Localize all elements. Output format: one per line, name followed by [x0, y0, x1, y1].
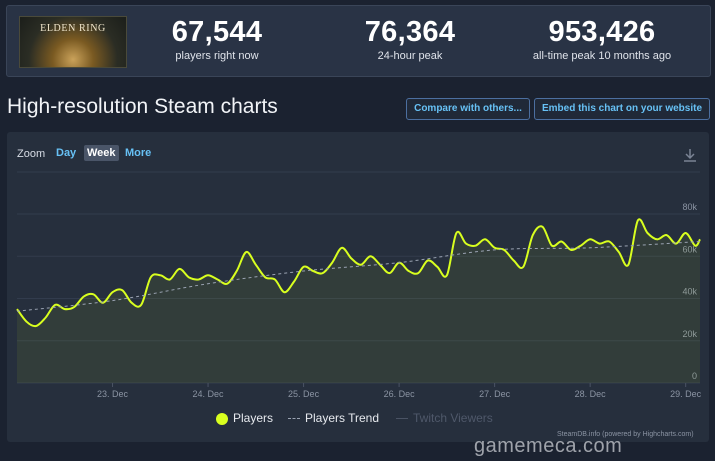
y-axis: 0 20k 40k 60k 80k [682, 202, 697, 381]
legend-item-twitch-viewers[interactable]: Twitch Viewers [396, 411, 493, 425]
y-tick-label: 60k [682, 244, 697, 254]
players-line [16, 218, 701, 328]
stat-all-time-peak: 953,426 all-time peak 10 months ago [502, 16, 702, 62]
grid-lines [17, 171, 700, 384]
x-tick-label: 25. Dec [288, 389, 320, 399]
chart-panel [7, 132, 709, 442]
watermark: gamemeca.com [474, 435, 623, 457]
zoom-more-button[interactable]: More [125, 147, 152, 159]
x-tick-label: 26. Dec [384, 389, 416, 399]
players-area [17, 219, 700, 383]
stat-label: all-time peak 10 months ago [532, 50, 672, 62]
stat-label: players right now [175, 50, 259, 62]
legend-label: Players Trend [305, 411, 380, 425]
stats-bar: ELDEN RING 67,544 players right now 76,3… [6, 5, 711, 77]
stat-value: 953,426 [548, 16, 656, 48]
zoom-week-button[interactable]: Week [84, 145, 119, 161]
x-axis: 23. Dec 24. Dec 25. Dec 26. Dec 27. Dec 28. D… [97, 383, 702, 399]
section-title: High-resolution Steam charts [7, 95, 278, 118]
x-tick-label: 23. Dec [97, 389, 129, 399]
y-tick-label: 80k [682, 202, 697, 212]
x-tick-label: 29. Dec [670, 389, 702, 399]
embed-chart-button[interactable]: Embed this chart on your website [534, 98, 710, 120]
stat-value: 67,544 [171, 16, 263, 48]
x-tick-label: 24. Dec [193, 389, 225, 399]
stat-label: 24-hour peak [377, 50, 443, 62]
legend-label: Players [233, 411, 274, 425]
series [16, 218, 701, 383]
legend-label: Twitch Viewers [413, 411, 493, 425]
stat-players-now: 67,544 players right now [117, 16, 317, 62]
y-tick-label: 20k [682, 329, 697, 339]
legend-marker-trend [288, 418, 300, 419]
compare-button[interactable]: Compare with others... [406, 98, 530, 120]
zoom-day-button[interactable]: Day [56, 147, 77, 159]
legend-item-players[interactable]: Players [216, 411, 273, 425]
game-logo[interactable]: ELDEN RING [19, 16, 127, 68]
zoom-controls: Zoom Day Week More [17, 145, 151, 161]
zoom-label: Zoom [17, 148, 46, 160]
stat-24h-peak: 76,364 24-hour peak [310, 16, 510, 62]
game-logo-text: ELDEN RING [40, 23, 106, 34]
players-trend-line [16, 241, 701, 312]
y-tick-label: 0 [692, 371, 697, 381]
chart-credit[interactable]: SteamDB.info (powered by Highcharts.com) [557, 431, 694, 438]
y-tick-label: 40k [682, 287, 697, 297]
legend-marker-players [216, 413, 228, 425]
x-tick-label: 27. Dec [479, 389, 511, 399]
legend-marker-twitch [396, 418, 408, 419]
download-icon[interactable] [682, 147, 698, 163]
x-tick-label: 28. Dec [575, 389, 607, 399]
legend-item-players-trend[interactable]: Players Trend [288, 411, 379, 425]
stat-value: 76,364 [364, 16, 456, 48]
